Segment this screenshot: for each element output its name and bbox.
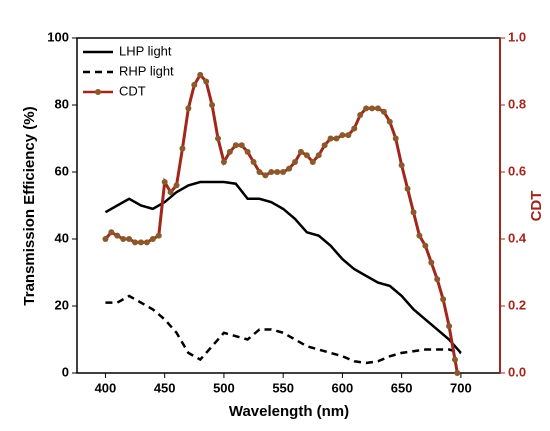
data-point: [303, 152, 310, 159]
data-point: [215, 135, 221, 142]
data-point: [120, 236, 127, 242]
y-tick-label: 20: [55, 297, 69, 312]
data-point: [114, 232, 121, 239]
data-point: [351, 125, 358, 132]
data-point: [209, 102, 216, 108]
data-point: [380, 108, 387, 115]
x-tick-label: 400: [95, 380, 117, 395]
data-point: [161, 179, 168, 186]
data-point: [232, 142, 239, 149]
data-point: [422, 242, 429, 249]
x-axis-label: Wavelength (nm): [229, 403, 349, 420]
data-point: [410, 209, 417, 216]
data-point: [143, 239, 150, 246]
data-point: [280, 169, 287, 175]
data-point: [398, 162, 405, 169]
y2-tick-label: 1.0: [508, 29, 526, 44]
data-point: [440, 296, 447, 303]
data-point: [339, 132, 346, 139]
legend-marker: [95, 89, 101, 95]
data-point: [197, 71, 204, 78]
data-point: [126, 236, 133, 242]
legend-label: LHP light: [119, 43, 172, 58]
legend-label: CDT: [119, 83, 146, 98]
y-tick-label: 60: [55, 163, 69, 178]
data-point: [108, 229, 115, 236]
data-point: [369, 105, 376, 112]
data-point: [167, 189, 174, 196]
data-point: [315, 152, 322, 159]
data-point: [179, 145, 186, 152]
data-point: [250, 158, 257, 165]
data-point: [454, 370, 461, 376]
data-point: [191, 81, 198, 88]
data-point: [226, 148, 233, 155]
data-point: [292, 158, 299, 165]
y-tick-label: 40: [55, 230, 69, 245]
series-line: [104, 72, 459, 374]
data-point: [185, 105, 192, 112]
data-point: [268, 169, 275, 175]
y-axis-label: Transmission Efficiency (%): [21, 106, 38, 305]
data-point: [327, 135, 334, 142]
data-point: [446, 323, 453, 330]
data-point: [132, 239, 139, 246]
x-tick-label: 650: [391, 380, 413, 395]
data-point: [374, 105, 381, 112]
data-point: [386, 118, 393, 125]
y2-tick-label: 0.4: [508, 230, 527, 245]
data-point: [286, 165, 293, 172]
data-point: [173, 182, 180, 189]
y-tick-label: 80: [55, 96, 69, 111]
x-tick-label: 450: [154, 380, 176, 395]
x-tick-label: 600: [332, 380, 354, 395]
data-point: [297, 148, 304, 155]
data-point: [244, 148, 251, 155]
y2-tick-label: 0.8: [508, 96, 526, 111]
data-point: [262, 172, 269, 179]
data-point: [203, 78, 210, 85]
data-point: [238, 142, 245, 149]
data-point: [256, 169, 263, 175]
x-tick-label: 500: [213, 380, 235, 395]
data-point: [321, 142, 328, 149]
y2-axis-label: CDT: [528, 191, 545, 222]
x-tick-label: 700: [450, 380, 472, 395]
data-point: [220, 158, 227, 165]
y-tick-label: 100: [47, 29, 69, 44]
data-point: [357, 112, 364, 119]
data-point: [416, 232, 423, 239]
data-point: [451, 356, 458, 363]
data-point: [428, 259, 435, 266]
data-point: [363, 105, 370, 112]
data-point: [333, 135, 340, 142]
data-point: [392, 135, 399, 142]
data-point: [309, 158, 316, 165]
series-line: [105, 294, 462, 365]
y-tick-label: 0: [62, 364, 69, 379]
y2-tick-label: 0.2: [508, 297, 526, 312]
data-point: [155, 232, 162, 239]
data-point: [149, 236, 156, 242]
y2-tick-label: 0.0: [508, 364, 526, 379]
data-point: [434, 276, 441, 283]
series-line: [104, 180, 462, 354]
data-point: [137, 239, 144, 246]
y2-tick-label: 0.6: [508, 163, 526, 178]
x-tick-label: 550: [272, 380, 294, 395]
data-point: [404, 185, 411, 192]
data-point: [102, 236, 109, 242]
data-point: [345, 132, 352, 139]
legend-label: RHP light: [119, 63, 174, 78]
data-point: [274, 169, 281, 175]
